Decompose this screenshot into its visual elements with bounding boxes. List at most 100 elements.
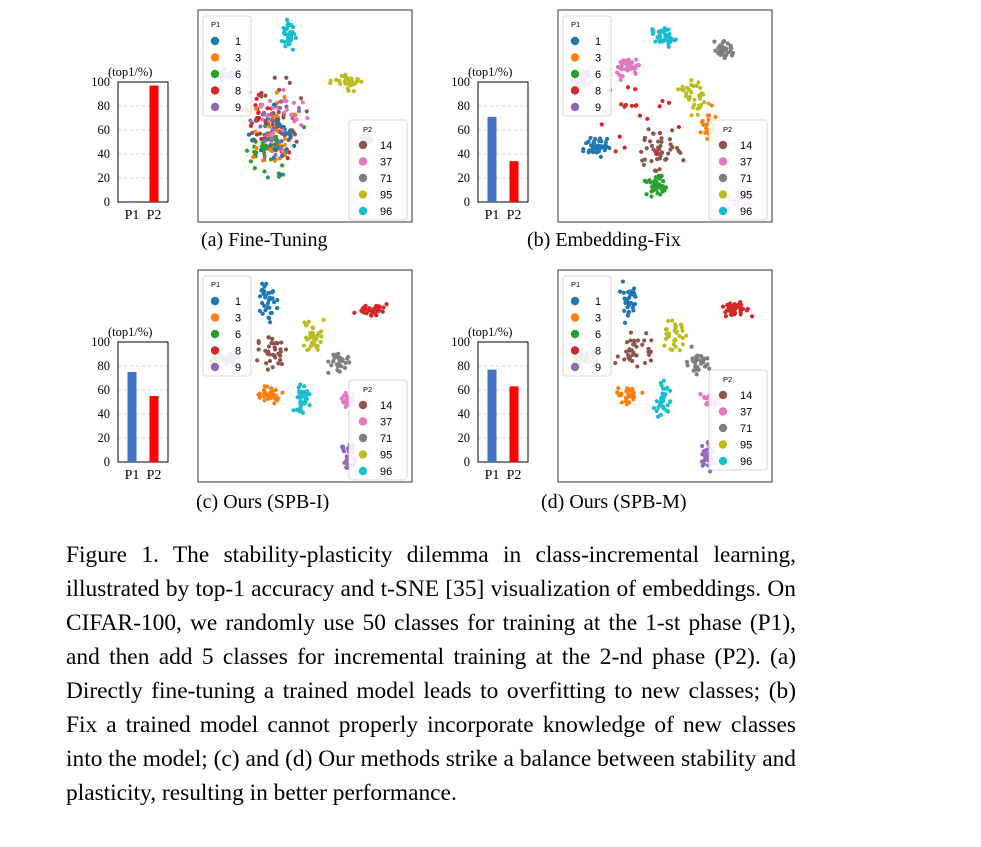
tsne-point [593,136,598,142]
legend-marker-1 [210,296,220,306]
tsne-point [294,139,299,144]
tsne-point [275,297,280,303]
tsne-point [620,279,625,284]
tsne-point [348,83,354,88]
tsne-point [278,146,283,151]
tsne-point [689,90,694,95]
tsne-point [718,52,723,58]
tsne-point [713,48,718,53]
tsne-point [666,44,671,49]
y-tick-label: 40 [458,147,471,161]
legend-label-71: 71 [380,173,392,185]
tsne-point [270,290,275,295]
tsne-point [667,388,673,393]
legend-label-96: 96 [380,206,392,218]
tsne-point [293,35,299,40]
tsne-point [265,367,271,372]
tsne-point [584,141,589,146]
tsne-point [618,392,623,397]
tsne-point [284,147,289,152]
y-tick-label: 80 [458,99,471,113]
x-tick-label: P1 [125,208,140,223]
tsne-point [346,88,351,93]
y-tick-label: 40 [98,407,111,421]
figure-caption: Figure 1. The stability-plasticity dilem… [66,538,796,810]
legend-marker-1 [570,296,580,306]
tsne-point [254,150,259,155]
tsne-point [270,122,275,127]
y-tick-label: 100 [451,75,470,89]
subcaption-a: (a) Fine-Tuning [201,229,328,251]
tsne-point [670,128,675,133]
y-tick-label: 40 [98,147,111,161]
tsne-point [646,346,651,351]
tsne-point [630,358,635,364]
tsne-point [261,388,266,393]
tsne-point [319,334,324,339]
tsne-point [262,303,267,308]
tsne-point [709,103,714,108]
tsne-point [262,154,267,159]
tsne-point [632,70,638,75]
tsne-point [658,396,664,401]
tsne-point [687,97,692,102]
tsne-point [650,188,655,193]
tsne-point [602,148,607,153]
tsne-point [276,361,281,366]
tsne-point [276,120,281,126]
legend-marker-1 [210,36,220,46]
tsne-point [302,390,307,395]
tsne-point [598,154,603,159]
tsne-point [299,96,304,101]
tsne-point [280,390,285,395]
tsne-point [623,395,629,400]
tsne-point [282,95,287,100]
tsne-point [649,143,655,148]
tsne-point [662,343,667,348]
legend-marker-95 [358,190,368,199]
tsne-point [374,313,379,318]
tsne-point [307,403,312,408]
legend-marker-9 [210,102,220,112]
legend-label-3: 3 [235,313,241,325]
bar-p1 [127,202,137,203]
tsne-point [588,135,593,141]
tsne-point [627,301,632,306]
legend-label-95: 95 [380,190,392,202]
tsne-point [329,363,334,368]
tsne-point [704,396,710,401]
tsne-point [273,341,278,346]
legend-p1-title: P1 [211,280,220,289]
legend-label-95: 95 [380,450,392,462]
bar-chart-b: 0 20 40 60 80 100(top1/%) P1 P2 P1 1 3 6 8 9 P2 14 37 71 9… [451,9,773,223]
tsne-point [673,337,678,342]
tsne-point [259,136,264,142]
tsne-point [367,308,372,313]
legend-marker-6 [570,69,580,79]
tsne-point [642,178,647,183]
tsne-point [655,414,661,419]
tsne-point [277,358,283,363]
tsne-point [298,403,304,408]
tsne-point [649,158,654,164]
tsne-point [257,294,263,299]
legend-label-71: 71 [380,433,392,445]
tsne-point [269,386,274,391]
tsne-point [699,354,704,359]
tsne-point [304,337,310,342]
tsne-point [670,318,675,323]
tsne-point [727,49,732,55]
tsne-point [707,366,712,371]
tsne-point [339,364,344,369]
caption-label: Figure 1. [66,542,159,568]
tsne-point [616,386,621,391]
tsne-point [659,139,664,144]
legend-marker-3 [570,53,580,62]
tsne-point [665,385,670,390]
tsne-point [268,112,274,117]
legend-p2-box [708,369,768,471]
tsne-point [655,183,660,188]
tsne-point [689,113,694,118]
tsne-point [631,342,636,347]
tsne-point [267,98,273,104]
